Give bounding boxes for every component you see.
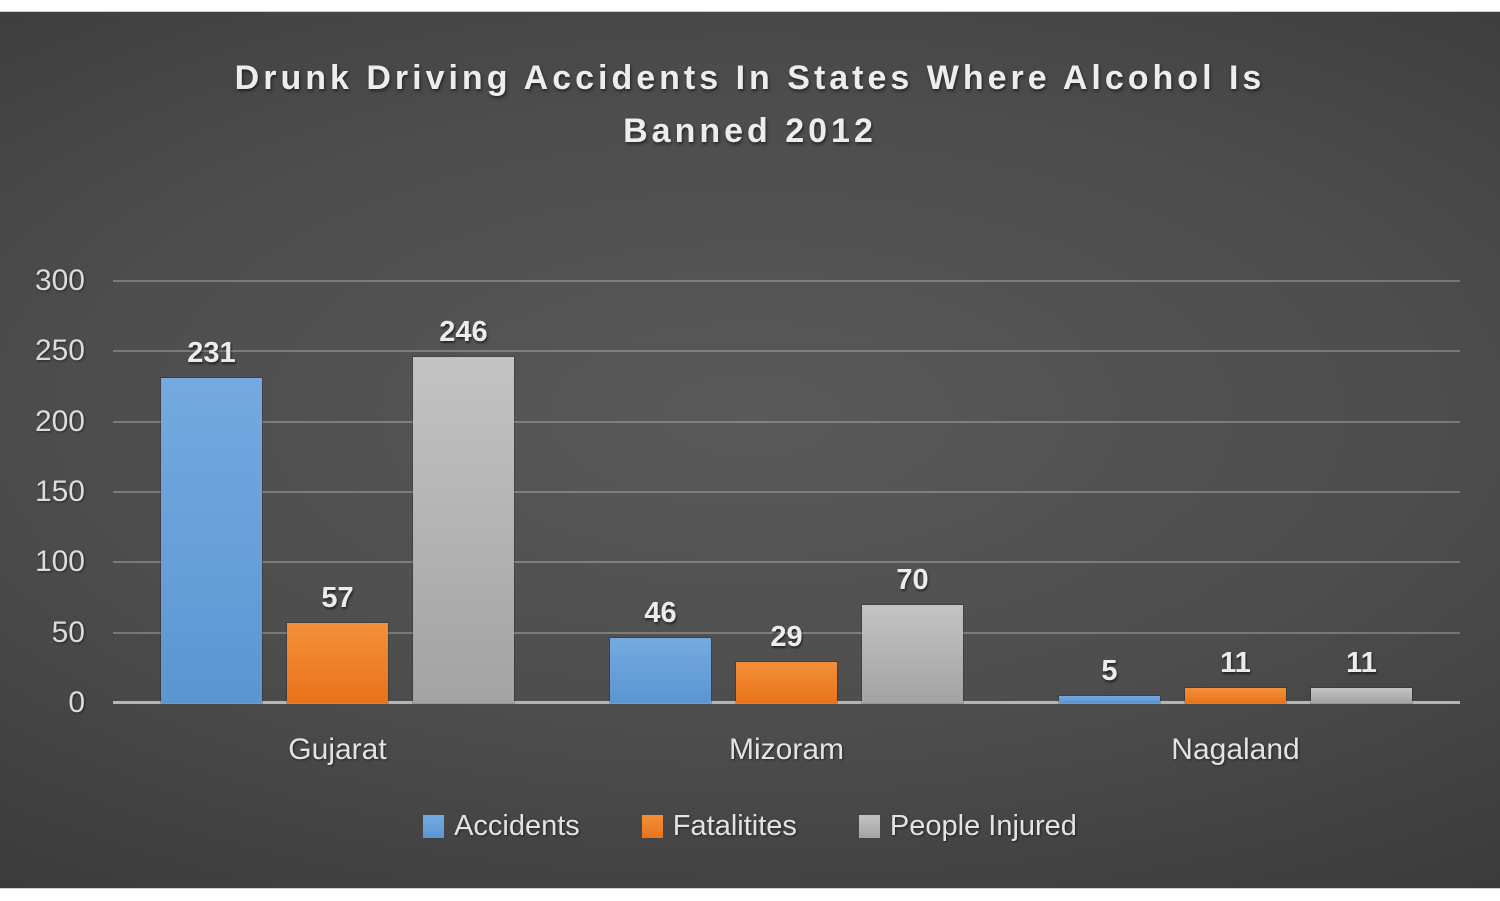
gridline-150 <box>113 491 1460 493</box>
legend-swatch-icon-fatalitites <box>641 815 663 838</box>
chart-title-line2: Banned 2012 <box>623 112 877 150</box>
legend-item-fatalitites: Fatalitites <box>641 810 797 843</box>
y-axis-tick-label-250: 250 <box>34 334 85 368</box>
y-axis-tick-label-50: 50 <box>51 615 85 649</box>
y-axis-tick-label-300: 300 <box>34 264 85 297</box>
y-axis-tick-label-100: 100 <box>34 545 85 579</box>
y-axis-tick-label-0: 0 <box>68 686 85 719</box>
gridline-200 <box>113 420 1460 423</box>
y-axis-tick-label-150: 150 <box>34 475 85 508</box>
chart-background: Drunk Driving Accidents In States Where … <box>0 12 1500 888</box>
chart-title: Drunk Driving Accidents In States Where … <box>0 52 1500 158</box>
bar-value-label-fatalitites-nagaland: 11 <box>1220 647 1251 679</box>
x-axis-category-label-nagaland: Nagaland <box>1171 733 1300 766</box>
legend-label-accidents: Accidents <box>454 810 580 842</box>
bar-value-label-accidents-nagaland: 5 <box>1101 655 1118 687</box>
x-axis-category-label-mizoram: Mizoram <box>728 733 844 766</box>
chart-legend: Accidents Fatalitites People Injured <box>0 810 1500 843</box>
bar-accidents-gujarat <box>161 378 262 703</box>
legend-swatch-icon-people-injured <box>858 815 880 838</box>
bar-fatalitites-nagaland <box>1185 688 1286 703</box>
x-axis-category-label-gujarat: Gujarat <box>288 733 387 766</box>
bar-value-label-people-injured-mizoram: 70 <box>896 564 929 596</box>
legend-item-people-injured: People Injured <box>858 810 1077 843</box>
bottom-white-strip <box>0 888 1500 901</box>
legend-item-accidents: Accidents <box>423 810 580 843</box>
bar-value-label-people-injured-nagaland: 11 <box>1346 647 1377 679</box>
bar-accidents-mizoram <box>610 638 711 703</box>
gridline-100 <box>113 561 1460 564</box>
gridline-50 <box>113 631 1460 634</box>
bar-people-injured-gujarat <box>413 357 514 703</box>
y-axis-tick-label-200: 200 <box>34 404 85 438</box>
gridline-250 <box>113 350 1460 353</box>
bar-fatalitites-mizoram <box>736 662 837 703</box>
bar-value-label-accidents-mizoram: 46 <box>644 597 677 629</box>
bar-accidents-nagaland <box>1059 696 1160 703</box>
gridline-300 <box>113 280 1460 282</box>
legend-label-fatalitites: Fatalitites <box>672 810 797 842</box>
chart-title-line1: Drunk Driving Accidents In States Where … <box>234 59 1266 97</box>
bar-value-label-fatalitites-gujarat: 57 <box>321 582 354 614</box>
plot-area: 0 50 100 150 200 250 300 231 57 246 Gujarat 46 29 70 M… <box>35 266 1460 766</box>
bar-people-injured-mizoram <box>862 605 963 703</box>
bar-people-injured-nagaland <box>1311 688 1412 703</box>
legend-swatch-icon-accidents <box>423 815 445 838</box>
bar-value-label-fatalitites-mizoram: 29 <box>770 621 803 653</box>
bar-fatalitites-gujarat <box>287 623 388 703</box>
bar-value-label-people-injured-gujarat: 246 <box>439 316 488 348</box>
bar-value-label-accidents-gujarat: 231 <box>187 337 236 369</box>
top-white-strip <box>0 0 1500 12</box>
legend-label-people-injured: People Injured <box>889 810 1077 842</box>
